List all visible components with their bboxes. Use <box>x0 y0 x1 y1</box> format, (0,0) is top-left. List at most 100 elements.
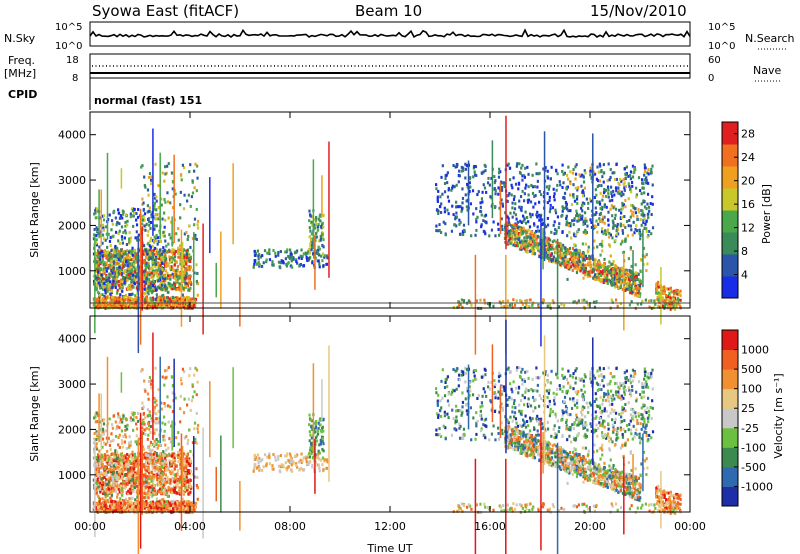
power-cell <box>99 253 102 257</box>
power-cell <box>566 185 570 189</box>
power-cell <box>530 231 534 235</box>
power-cell <box>177 250 180 254</box>
power-cell <box>148 273 151 277</box>
power-cell <box>643 213 646 217</box>
power-cell <box>640 178 644 182</box>
power-cell <box>552 223 555 227</box>
power-cell <box>101 254 104 258</box>
power-cell <box>150 213 153 217</box>
power-cell <box>675 305 678 309</box>
power-cell <box>102 251 105 255</box>
power-cell <box>262 261 265 265</box>
power-cell <box>175 232 178 236</box>
power-cell <box>156 252 159 256</box>
power-cell <box>615 177 618 181</box>
power-cell <box>551 243 554 247</box>
power-cell <box>559 244 562 248</box>
power-cell <box>103 305 106 309</box>
power-cell <box>326 256 329 260</box>
power-cell <box>594 206 597 210</box>
power-cell <box>546 216 549 220</box>
power-cell <box>318 247 321 251</box>
power-cell <box>161 171 164 175</box>
power-cell <box>534 241 538 245</box>
power-cell <box>601 269 604 273</box>
power-cell <box>323 254 326 258</box>
power-cell <box>581 259 584 263</box>
power-cell <box>155 195 158 199</box>
power-cell <box>114 282 117 286</box>
power-cell <box>514 226 517 230</box>
power-cell <box>584 230 587 234</box>
power-cell <box>164 200 167 204</box>
power-cell <box>129 275 132 279</box>
power-cell <box>451 204 454 208</box>
power-cell <box>121 212 125 216</box>
power-cell <box>107 286 110 290</box>
power-cell <box>160 297 164 301</box>
power-cell <box>586 224 589 228</box>
power-cell <box>308 209 311 213</box>
power-cell <box>108 257 111 261</box>
power-cell <box>130 207 133 211</box>
power-cell <box>564 251 567 255</box>
power-cell <box>149 245 152 249</box>
power-cell <box>562 207 565 211</box>
power-cell <box>671 290 674 294</box>
power-cell <box>673 302 677 306</box>
velocity-cell <box>100 490 103 494</box>
power-cell <box>116 221 119 225</box>
power-cell <box>599 253 602 257</box>
power-cell <box>98 257 102 261</box>
power-cell <box>154 258 157 262</box>
power-cell <box>512 176 515 180</box>
power-cell <box>602 180 605 184</box>
power-cell <box>577 248 581 252</box>
power-cell <box>157 240 161 244</box>
power-cell <box>316 228 320 232</box>
power-cell <box>610 204 613 208</box>
colorbar-swatch <box>722 122 738 145</box>
power-cell <box>578 259 581 263</box>
power-cell <box>645 227 648 231</box>
power-cell <box>147 219 151 223</box>
power-cell <box>662 300 665 304</box>
power-cell <box>196 223 199 227</box>
power-cell <box>148 255 151 259</box>
power-cell <box>515 234 519 238</box>
power-cell <box>149 256 152 260</box>
power-cell <box>190 304 193 308</box>
power-cell <box>643 166 647 170</box>
power-cell <box>535 246 538 250</box>
power-cell <box>291 265 294 269</box>
power-cell <box>493 181 496 185</box>
power-cell <box>443 206 446 210</box>
power-cell <box>672 295 675 299</box>
power-cell <box>582 191 585 195</box>
power-cell <box>627 182 630 186</box>
power-cell <box>511 201 514 205</box>
power-cell <box>132 260 135 264</box>
power-cell <box>592 133 594 261</box>
power-cell <box>157 267 160 271</box>
power-cell <box>607 218 610 222</box>
power-cell <box>455 215 458 219</box>
power-cell <box>120 249 123 253</box>
power-cell <box>638 189 642 193</box>
power-cell <box>452 163 455 167</box>
power-cell <box>186 199 189 203</box>
power-cell <box>627 224 630 228</box>
power-cell <box>155 239 158 243</box>
power-cell <box>553 232 556 236</box>
power-cell <box>625 165 628 169</box>
power-cell <box>580 203 584 207</box>
power-cell <box>115 298 118 302</box>
power-cell <box>619 224 622 228</box>
power-cell <box>497 175 501 179</box>
power-cell <box>98 292 101 296</box>
power-cell <box>121 241 124 245</box>
power-cell <box>605 232 608 236</box>
power-cell <box>96 278 99 282</box>
power-cell <box>187 193 190 197</box>
power-cell <box>147 261 150 265</box>
